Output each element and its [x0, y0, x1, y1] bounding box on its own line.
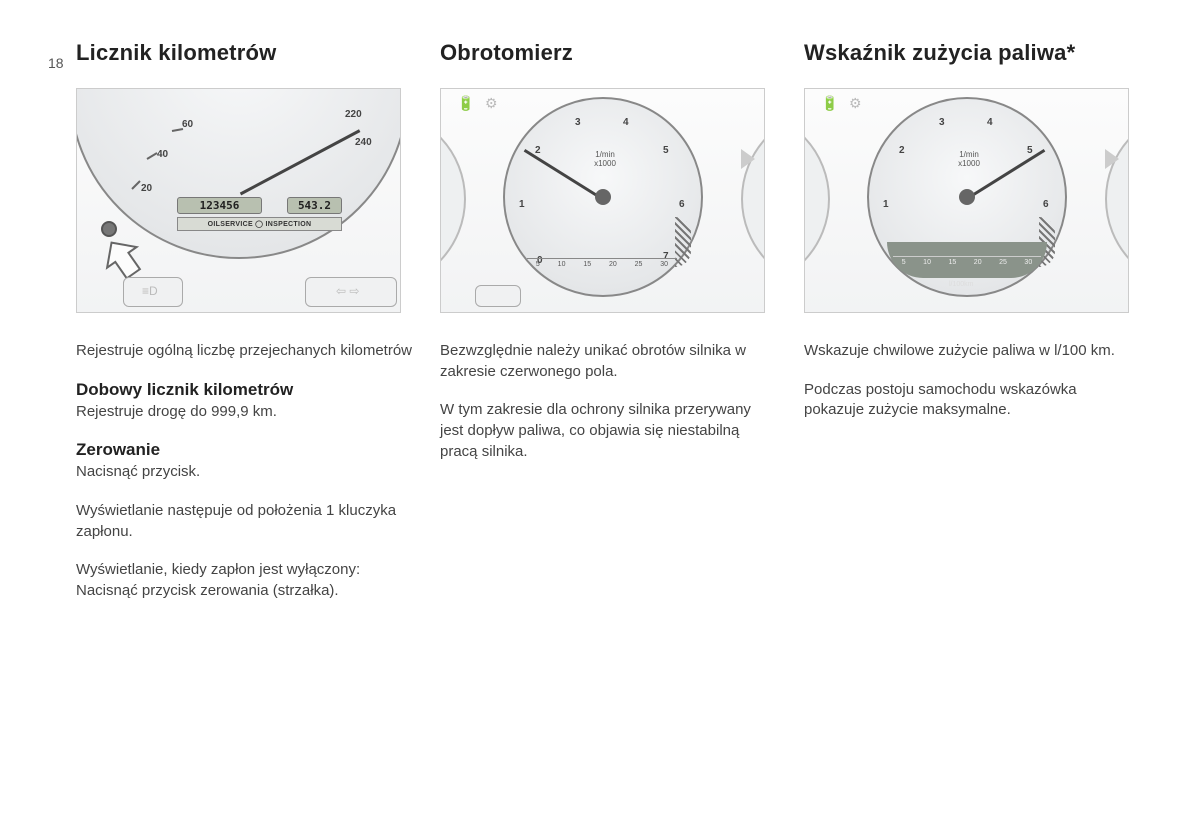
battery-icon-2: 🔋: [821, 95, 838, 112]
odo-para-5: Wyświetlanie, kiedy zapłon jest wyłączon…: [76, 560, 412, 601]
engine-icon: ⚙: [485, 95, 498, 112]
side-arrow-icon: [741, 149, 755, 169]
fuel-1: 1: [883, 199, 889, 210]
speed-240: 240: [355, 137, 372, 148]
column-tachometer: Obrotomierz 0 1 2 3 4 5 6 7 1/min x1000: [440, 40, 776, 620]
engine-icon-2: ⚙: [849, 95, 862, 112]
fuel-econ-unit: l/100km: [949, 281, 974, 288]
speed-20: 20: [141, 183, 152, 194]
odo-para-2: Rejestruje drogę do 999,9 km.: [76, 402, 412, 423]
indicator-blank: [475, 285, 521, 307]
speed-220: 220: [345, 109, 362, 120]
fuel-para-1: Wskazuje chwilowe zużycie paliwa w l/100…: [804, 341, 1140, 362]
lcd-odometer-total: 123456: [177, 197, 262, 214]
figure-tachometer: 0 1 2 3 4 5 6 7 1/min x1000 5 10 15 20: [440, 88, 765, 313]
fuel-hub: [959, 189, 975, 205]
heading-fuel: Wskaźnik zużycia paliwa*: [804, 40, 1140, 66]
side-arrow-icon-2: [1105, 149, 1119, 169]
fuel-6: 6: [1043, 199, 1049, 210]
tach-4: 4: [623, 117, 629, 128]
tach-5: 5: [663, 145, 669, 156]
tach-center-2: x1000: [594, 159, 616, 168]
speed-40: 40: [157, 149, 168, 160]
service-strip: OILSERVICE ◯ INSPECTION: [177, 217, 342, 231]
figure-odometer: 20 40 60 220 240 123456 543.2 OILSERVICE…: [76, 88, 401, 313]
speed-60: 60: [182, 119, 193, 130]
indicator-foglight-icon: ≡D: [123, 277, 183, 307]
tach-3: 3: [575, 117, 581, 128]
fuel-4: 4: [987, 117, 993, 128]
fuel-center-2: x1000: [958, 159, 980, 168]
fuel-3: 3: [939, 117, 945, 128]
tach-center-1: 1/min: [595, 150, 615, 159]
battery-icon: 🔋: [457, 95, 474, 112]
odo-sub-1: Dobowy licznik kilometrów: [76, 380, 412, 400]
fuel-econ-scale: 5 10 15 20 25 30: [893, 256, 1041, 270]
heading-tachometer: Obrotomierz: [440, 40, 776, 66]
fuel-para-2: Podczas postoju samochodu wskazówka poka…: [804, 380, 1140, 421]
odo-sub-2: Zerowanie: [76, 440, 412, 460]
tach-redline: [675, 217, 691, 267]
page-number: 18: [48, 55, 64, 71]
fuel-5: 5: [1027, 145, 1033, 156]
column-fuel-consumption: Wskaźnik zużycia paliwa* 0 1 2 3 4 5 6 7…: [804, 40, 1140, 620]
tach-2: 2: [535, 145, 541, 156]
fuel-center-label: 1/min x1000: [951, 151, 987, 169]
tach-6: 6: [679, 199, 685, 210]
tach-para-1: Bezwzględnie należy unikać obrotów silni…: [440, 341, 776, 382]
tach-center-label: 1/min x1000: [587, 151, 623, 169]
indicator-turn-signals-icon: ⇦ ⇨: [305, 277, 397, 307]
odo-para-1: Rejestruje ogólną liczbę przejechanych k…: [76, 341, 412, 362]
tach-hub: [595, 189, 611, 205]
content-columns: Licznik kilometrów 20 40 60 220 240 1234…: [76, 40, 1140, 620]
fuel-center-1: 1/min: [959, 150, 979, 159]
odo-para-4: Wyświetlanie następuje od położenia 1 kl…: [76, 501, 412, 542]
tach-1: 1: [519, 199, 525, 210]
tach-para-2: W tym zakresie dla ochrony silnika przer…: [440, 400, 776, 462]
fuel-2: 2: [899, 145, 905, 156]
tach-econ-scale: 5 10 15 20 25 30: [527, 258, 677, 274]
odo-para-3: Nacisnąć przycisk.: [76, 462, 412, 483]
lcd-odometer-trip: 543.2: [287, 197, 342, 214]
column-odometer: Licznik kilometrów 20 40 60 220 240 1234…: [76, 40, 412, 620]
heading-odometer: Licznik kilometrów: [76, 40, 412, 66]
figure-fuel: 0 1 2 3 4 5 6 7 1/min x1000 5 10 15 20 2…: [804, 88, 1129, 313]
